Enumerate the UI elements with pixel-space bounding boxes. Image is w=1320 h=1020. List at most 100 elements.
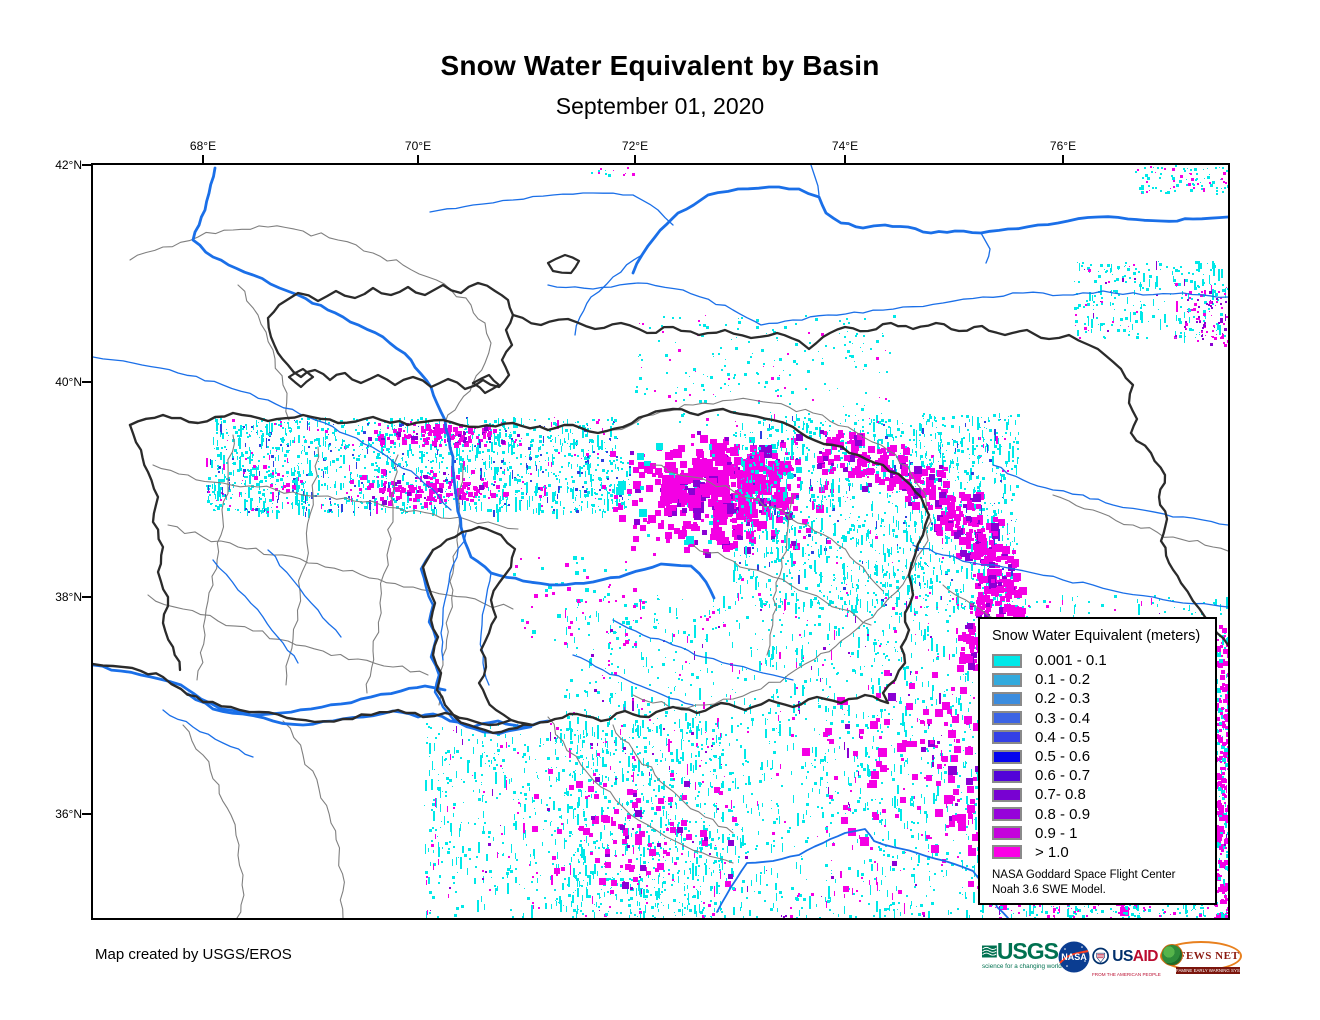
river-minor bbox=[612, 619, 794, 681]
legend-swatch bbox=[992, 711, 1022, 726]
country-border-enclave bbox=[287, 367, 315, 389]
lon-tick-label: 70°E bbox=[404, 139, 432, 153]
usgs-logo-tagline: science for a changing world bbox=[982, 963, 1062, 970]
river-minor bbox=[93, 356, 452, 511]
legend-label: 0.3 - 0.4 bbox=[1035, 709, 1091, 727]
usaid-logo: USAID FROM THE AMERICAN PEOPLE bbox=[1092, 941, 1161, 977]
nasa-meatball-icon: NASA bbox=[1058, 941, 1090, 973]
basin-boundary bbox=[152, 464, 519, 530]
basin-boundary bbox=[612, 724, 734, 834]
usgs-wave-icon bbox=[982, 945, 997, 958]
legend-row: 0.8 - 0.9 bbox=[992, 805, 1207, 824]
legend-label: 0.9 - 1 bbox=[1035, 824, 1078, 842]
country-border bbox=[511, 313, 1139, 435]
legend-swatch bbox=[992, 787, 1022, 802]
river-minor bbox=[810, 165, 820, 196]
usgs-logo: USGS science for a changing world bbox=[982, 940, 1062, 974]
legend-row: > 1.0 bbox=[992, 843, 1207, 862]
lat-tick-label: 38°N bbox=[55, 590, 82, 604]
river-panj bbox=[419, 551, 533, 736]
legend-row: 0.3 - 0.4 bbox=[992, 709, 1207, 728]
legend-row: 0.9 - 1 bbox=[992, 824, 1207, 843]
usaid-logo-text: USAID bbox=[1112, 947, 1158, 965]
legend-row: 0.6 - 0.7 bbox=[992, 766, 1207, 785]
legend-row: 0.4 - 0.5 bbox=[992, 728, 1207, 747]
basin-boundary bbox=[182, 724, 245, 918]
river-minor bbox=[267, 549, 342, 638]
basin-boundary bbox=[285, 446, 320, 686]
map-credit: Map created by USGS/EROS bbox=[95, 946, 292, 963]
river-minor bbox=[429, 192, 674, 226]
river-minor bbox=[992, 464, 1228, 526]
legend-note: NASA Goddard Space Flight Center Noah 3.… bbox=[992, 868, 1207, 898]
lon-tick-mark bbox=[844, 155, 846, 164]
river-minor bbox=[440, 532, 467, 661]
legend-swatch bbox=[992, 653, 1022, 668]
legend-swatch bbox=[992, 826, 1022, 841]
legend-note-line2: Noah 3.6 SWE Model. bbox=[992, 884, 1106, 896]
country-border-enclave bbox=[546, 253, 581, 275]
country-border bbox=[128, 423, 182, 672]
river-minor bbox=[980, 232, 991, 264]
river-minor bbox=[479, 572, 492, 686]
lon-tick-label: 72°E bbox=[621, 139, 649, 153]
usaid-logo-tagline: FROM THE AMERICAN PEOPLE bbox=[1092, 972, 1161, 977]
country-border bbox=[1129, 431, 1228, 647]
legend-swatch bbox=[992, 768, 1022, 783]
lon-tick-mark bbox=[417, 155, 419, 164]
river-minor bbox=[572, 654, 694, 706]
basin-boundary bbox=[692, 544, 872, 626]
legend-label: > 1.0 bbox=[1035, 843, 1069, 861]
fewsnet-logo-text: FEWS NET bbox=[1178, 950, 1240, 962]
map-canvas bbox=[93, 165, 1228, 918]
legend-label: 0.2 - 0.3 bbox=[1035, 690, 1091, 708]
fewsnet-logo: FEWS NET FAMINE EARLY WARNING SYSTEMS NE… bbox=[1160, 939, 1242, 976]
legend-row: 0.1 - 0.2 bbox=[992, 670, 1207, 689]
page-title: Snow Water Equivalent by Basin bbox=[440, 50, 880, 81]
country-border bbox=[431, 525, 517, 722]
legend-swatch bbox=[992, 845, 1022, 860]
country-borders-layer bbox=[93, 253, 1228, 735]
lon-tick-label: 76°E bbox=[1049, 139, 1077, 153]
fewsnet-logo-tagline: FAMINE EARLY WARNING SYSTEMS NETWORK bbox=[1176, 967, 1240, 974]
basin-boundary bbox=[365, 454, 399, 694]
legend-row: 0.5 - 0.6 bbox=[992, 747, 1207, 766]
country-border bbox=[421, 548, 533, 735]
river-minor bbox=[574, 254, 643, 336]
legend-label: 0.5 - 0.6 bbox=[1035, 748, 1091, 766]
basin-boundary bbox=[282, 720, 345, 918]
fewsnet-globe-icon bbox=[1161, 944, 1183, 966]
river-major bbox=[191, 166, 716, 600]
country-border bbox=[266, 281, 515, 391]
lat-tick-label: 36°N bbox=[55, 807, 82, 821]
lat-tick-mark bbox=[82, 596, 92, 598]
basin-boundary bbox=[147, 594, 429, 676]
basin-boundary bbox=[652, 464, 884, 592]
lon-tick-mark bbox=[202, 155, 204, 164]
basin-boundary bbox=[1052, 494, 1228, 552]
river-major bbox=[93, 663, 447, 717]
usaid-seal-icon bbox=[1092, 947, 1109, 965]
page-subtitle: September 01, 2020 bbox=[555, 93, 765, 119]
legend-swatch bbox=[992, 807, 1022, 822]
lon-tick-label: 68°E bbox=[189, 139, 217, 153]
lat-tick-mark bbox=[82, 164, 92, 166]
lat-tick-label: 40°N bbox=[55, 375, 82, 389]
legend-row: 0.7- 0.8 bbox=[992, 785, 1207, 804]
legend-label: 0.4 - 0.5 bbox=[1035, 728, 1091, 746]
legend: Snow Water Equivalent (meters) 0.001 - 0… bbox=[978, 617, 1217, 905]
map-frame bbox=[91, 163, 1230, 920]
rivers-layer bbox=[93, 165, 1228, 918]
legend-title: Snow Water Equivalent (meters) bbox=[992, 628, 1201, 644]
legend-label: 0.001 - 0.1 bbox=[1035, 652, 1107, 670]
lon-tick-mark bbox=[1062, 155, 1064, 164]
country-border-enclave bbox=[471, 373, 501, 395]
legend-swatch bbox=[992, 730, 1022, 745]
river-minor bbox=[162, 709, 254, 758]
river-minor bbox=[212, 559, 299, 664]
river-border bbox=[716, 828, 1009, 918]
river-major bbox=[186, 692, 550, 729]
legend-label: 0.1 - 0.2 bbox=[1035, 671, 1091, 689]
lat-tick-label: 42°N bbox=[55, 158, 82, 172]
